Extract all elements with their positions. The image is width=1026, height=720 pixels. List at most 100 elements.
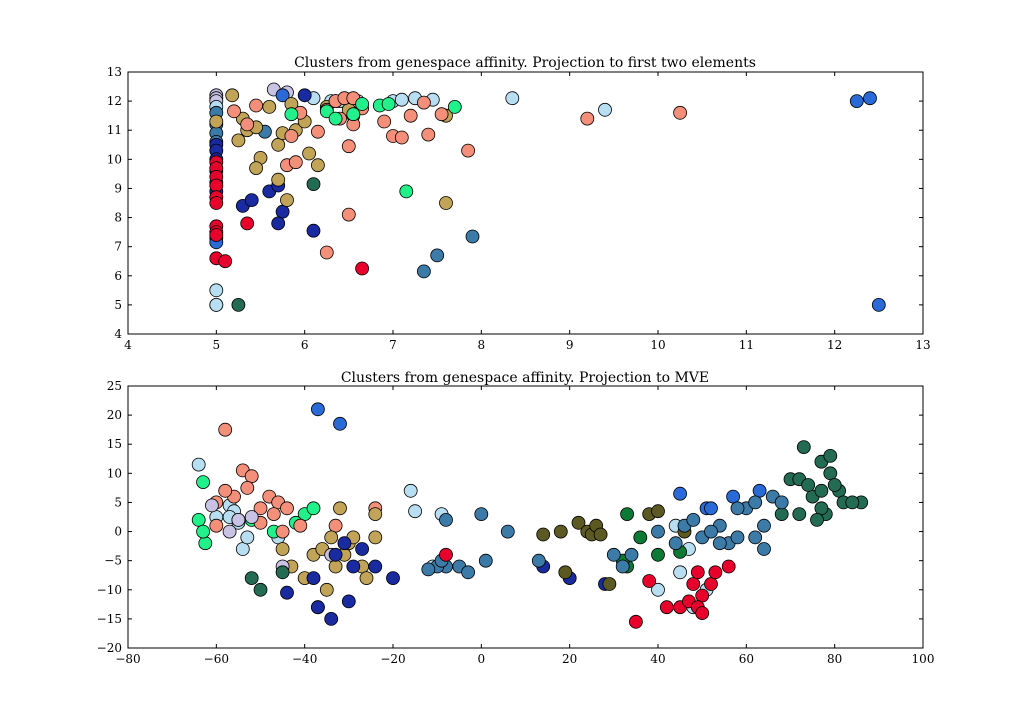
y-tick-label: 5 (114, 495, 122, 509)
scatter-point (712, 536, 727, 551)
scatter-point (262, 100, 277, 114)
x-tick-label: 7 (389, 338, 397, 352)
scatter-point (306, 571, 321, 585)
scatter-point (284, 107, 299, 122)
scatter-point (474, 507, 489, 521)
scatter-point (293, 518, 308, 533)
scatter-point (280, 501, 294, 516)
scatter-point (796, 440, 811, 455)
plot-bottom-frame (127, 385, 924, 649)
y-tick-label: 13 (107, 65, 122, 79)
scatter-point (531, 553, 546, 568)
y-tick-label: 4 (114, 327, 122, 341)
x-tick-label: 0 (478, 652, 486, 666)
scatter-point (757, 542, 771, 556)
scatter-point (218, 422, 233, 437)
scatter-point (704, 577, 718, 591)
scatter-point (271, 137, 286, 152)
scatter-point (209, 228, 224, 242)
scatter-point (310, 124, 325, 139)
scatter-point (355, 261, 370, 276)
scatter-point (204, 498, 219, 513)
scatter-point (328, 559, 343, 574)
scatter-point (408, 504, 423, 519)
scatter-point (615, 559, 630, 574)
scatter-point (704, 524, 718, 539)
scatter-point (708, 565, 723, 580)
scatter-point (434, 107, 449, 122)
scatter-point (196, 475, 211, 490)
scatter-point (500, 524, 515, 539)
scatter-point (275, 88, 290, 103)
scatter-point (620, 507, 634, 521)
scatter-point (642, 574, 657, 588)
scatter-point (730, 530, 745, 545)
plot-bottom-ticks: −80 −60 −40 −20 0 20 40 60 80 100 −20 −15 −10 −5 0 5 10 1… (97, 379, 935, 666)
scatter-point (403, 483, 418, 498)
scatter-point (849, 94, 864, 108)
scatter-point (297, 88, 312, 103)
scatter-point (827, 478, 842, 492)
x-tick-label: 13 (915, 338, 930, 352)
scatter-point (377, 114, 392, 129)
scatter-point (218, 483, 233, 498)
scatter-point (478, 553, 493, 568)
y-tick-label: 0 (114, 525, 122, 539)
scatter-point (368, 559, 383, 574)
scatter-point (602, 577, 617, 591)
scatter-point (801, 478, 816, 492)
scatter-point (421, 562, 436, 577)
scatter-point (726, 489, 740, 504)
scatter-point (227, 104, 241, 119)
scatter-point (668, 536, 683, 551)
scatter-point (337, 536, 352, 551)
scatter-point (368, 530, 383, 545)
scatter-point (580, 111, 595, 126)
scatter-point (651, 547, 665, 562)
scatter-point (244, 469, 259, 484)
scatter-point (386, 571, 400, 585)
scatter-point (240, 216, 255, 231)
scatter-point (302, 146, 317, 161)
scatter-point (686, 577, 701, 591)
scatter-point (752, 483, 767, 498)
scatter-point (748, 530, 763, 545)
scatter-point (324, 612, 339, 626)
scatter-point (439, 196, 453, 210)
scatter-point (461, 565, 476, 580)
scatter-point (249, 98, 264, 113)
scatter-point (333, 501, 347, 516)
y-tick-label: 11 (107, 123, 122, 137)
scatter-point (271, 172, 286, 187)
scatter-point (695, 588, 710, 603)
scatter-point (792, 507, 807, 521)
scatter-point (191, 513, 206, 527)
scatter-point (284, 129, 299, 143)
scatter-point (845, 495, 860, 510)
scatter-point (571, 515, 586, 530)
x-tick-label: 20 (562, 652, 577, 666)
scatter-point (225, 88, 240, 103)
scatter-point (244, 193, 259, 208)
scatter-point (774, 507, 789, 521)
plot-top-ticks: 4 5 6 7 8 9 10 11 12 13 4 5 6 7 8 9 10 11 12 13 (107, 65, 931, 352)
scatter-point (730, 501, 745, 516)
scatter-point (598, 102, 612, 117)
scatter-point (624, 547, 639, 562)
y-tick-label: 5 (114, 298, 122, 312)
scatter-point (266, 507, 281, 521)
scatter-point (244, 510, 259, 524)
x-tick-label: −60 (204, 652, 229, 666)
scatter-point (280, 193, 294, 208)
scatter-point (209, 196, 224, 210)
scatter-point (280, 585, 294, 600)
scatter-point (271, 216, 286, 231)
scatter-point (310, 402, 325, 417)
scatter-point (288, 155, 303, 170)
scatter-point (218, 254, 233, 269)
x-tick-label: 9 (566, 338, 574, 352)
scatter-point (310, 158, 325, 173)
plot-bottom: Clusters from genespace affinity. Projec… (97, 370, 935, 666)
plot-bottom-title: Clusters from genespace affinity. Projec… (341, 370, 709, 386)
